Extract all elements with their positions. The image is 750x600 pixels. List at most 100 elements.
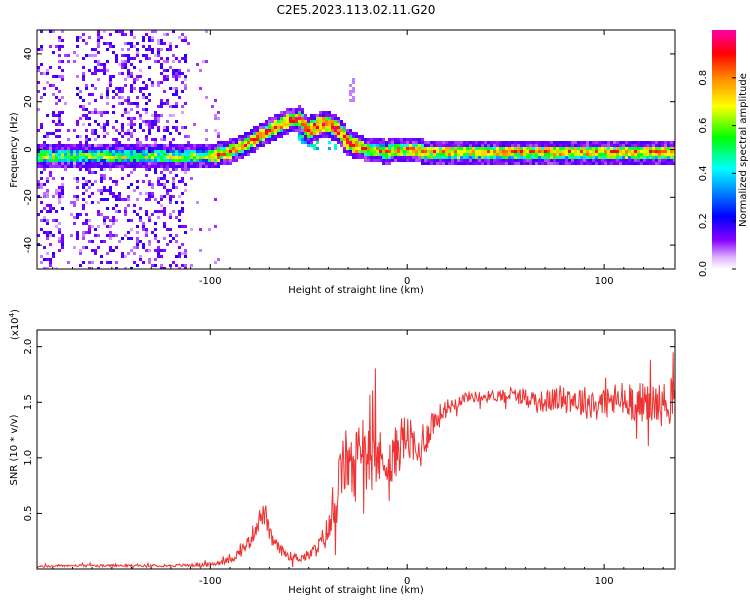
- spectrogram-cell: [337, 141, 340, 144]
- spectrogram-cell: [85, 180, 88, 183]
- spectrogram-cell: [154, 264, 157, 267]
- spectrogram-cell: [331, 123, 334, 126]
- spectrogram-cell: [625, 156, 628, 159]
- spectrogram-cell: [163, 129, 166, 132]
- spectrogram-cell: [661, 162, 664, 165]
- spectrogram-cell: [49, 258, 52, 261]
- spectrogram-cell: [544, 144, 547, 147]
- spectrogram-cell: [70, 159, 73, 162]
- spectrogram-cell: [52, 159, 55, 162]
- spectrogram-cell: [499, 141, 502, 144]
- spectrogram-cell: [76, 156, 79, 159]
- spectrogram-cell: [61, 183, 64, 186]
- spectrogram-cell: [178, 72, 181, 75]
- spectrogram-cell: [109, 246, 112, 249]
- spectrogram-cell: [112, 159, 115, 162]
- spectrogram-cell: [595, 147, 598, 150]
- spectrogram-cell: [379, 159, 382, 162]
- spectrogram-cell: [268, 138, 271, 141]
- spectrogram-cell: [667, 147, 670, 150]
- spectrogram-cell: [190, 144, 193, 147]
- spectrogram-cell: [619, 147, 622, 150]
- spectrogram-cell: [493, 150, 496, 153]
- spectrogram-cell: [385, 141, 388, 144]
- spectrogram-cell: [178, 144, 181, 147]
- spectrogram-cell: [115, 180, 118, 183]
- spectrogram-cell: [301, 120, 304, 123]
- spectrogram-cell: [127, 144, 130, 147]
- spectrogram-cell: [85, 183, 88, 186]
- spectrogram-cell: [289, 126, 292, 129]
- spectrogram-cell: [37, 195, 40, 198]
- spectrogram-cell: [55, 159, 58, 162]
- spectrogram-cell: [394, 141, 397, 144]
- spectrogram-cell: [385, 147, 388, 150]
- spectrogram-cell: [160, 267, 163, 269]
- spectrogram-cell: [142, 165, 145, 168]
- spectrogram-cell: [406, 141, 409, 144]
- spectrogram-cell: [427, 147, 430, 150]
- spectrogram-cell: [232, 150, 235, 153]
- spectrogram-cell: [328, 126, 331, 129]
- spectrogram-cell: [496, 153, 499, 156]
- spectrogram-cell: [322, 126, 325, 129]
- spectrogram-cell: [58, 60, 61, 63]
- spectrogram-cell: [67, 156, 70, 159]
- spectrogram-cell: [637, 162, 640, 165]
- spectrogram-cell: [310, 117, 313, 120]
- spectrogram-cell: [568, 156, 571, 159]
- spectrogram-cell: [196, 159, 199, 162]
- spectrogram-cell: [217, 117, 220, 120]
- spectrogram-cell: [169, 213, 172, 216]
- spectrogram-cell: [361, 156, 364, 159]
- spectrogram-cell: [151, 123, 154, 126]
- spectrogram-cell: [178, 147, 181, 150]
- spectrogram-cell: [454, 141, 457, 144]
- spectrogram-cell: [133, 204, 136, 207]
- spectrogram-cell: [502, 150, 505, 153]
- spectrogram-cell: [532, 150, 535, 153]
- spectrogram-cell: [187, 144, 190, 147]
- spectrogram-cell: [514, 162, 517, 165]
- colorbar-tick-label: 0.4: [698, 165, 709, 181]
- spectrogram-cell: [40, 48, 43, 51]
- spectrogram-cell: [61, 39, 64, 42]
- spectrogram-cell: [154, 258, 157, 261]
- spectrogram-cell: [187, 135, 190, 138]
- spectrogram-cell: [121, 87, 124, 90]
- spectrogram-cell: [67, 162, 70, 165]
- spectrogram-cell: [79, 159, 82, 162]
- spectrogram-cell: [574, 150, 577, 153]
- spectrogram-cell: [124, 42, 127, 45]
- spectrogram-cell: [463, 144, 466, 147]
- spectrogram-cell: [286, 111, 289, 114]
- spectrogram-cell: [43, 87, 46, 90]
- spectrogram-cell: [130, 135, 133, 138]
- spectrogram-cell: [250, 138, 253, 141]
- spectrogram-cell: [187, 159, 190, 162]
- spectrogram-cell: [562, 144, 565, 147]
- spectrogram-cell: [451, 159, 454, 162]
- spectrogram-cell: [550, 153, 553, 156]
- spectrogram-cell: [502, 141, 505, 144]
- spectrogram-cell: [397, 147, 400, 150]
- spectrogram-cell: [154, 159, 157, 162]
- spectrogram-cell: [508, 150, 511, 153]
- spectrogram-cell: [88, 159, 91, 162]
- spectrogram-cell: [601, 153, 604, 156]
- spectrogram-cell: [589, 147, 592, 150]
- spectrogram-cell: [91, 144, 94, 147]
- spectrogram-cell: [58, 189, 61, 192]
- spectrogram-cell: [94, 120, 97, 123]
- spectrogram-cell: [310, 135, 313, 138]
- spectrogram-cell: [406, 159, 409, 162]
- spectrogram-cell: [157, 105, 160, 108]
- spectrogram-cell: [430, 144, 433, 147]
- spectrogram-cell: [136, 105, 139, 108]
- spectrogram-cell: [163, 213, 166, 216]
- spectrogram-cell: [511, 150, 514, 153]
- spectrogram-cell: [196, 165, 199, 168]
- spectrogram-cell: [388, 147, 391, 150]
- spectrogram-cell: [373, 150, 376, 153]
- spectrogram-cell: [517, 153, 520, 156]
